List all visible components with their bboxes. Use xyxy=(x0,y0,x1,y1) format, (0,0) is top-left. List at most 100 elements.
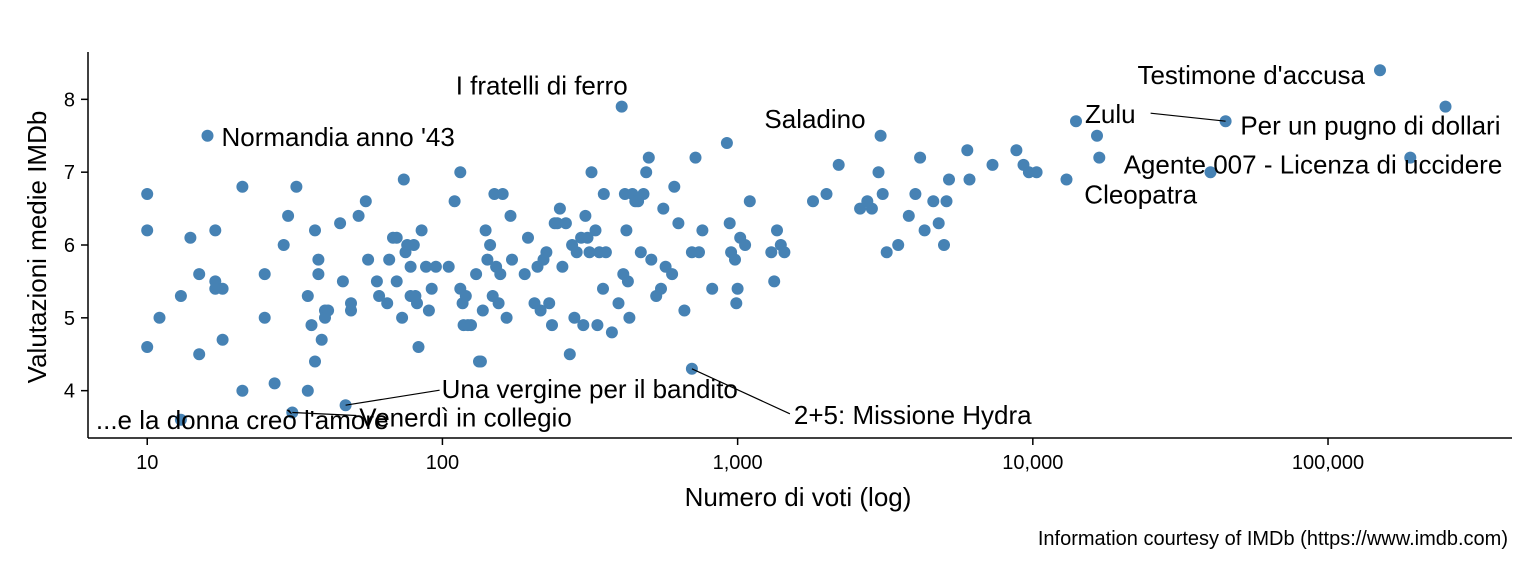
data-point xyxy=(583,246,596,259)
data-point xyxy=(407,239,420,251)
data-point xyxy=(768,275,781,288)
data-point xyxy=(422,304,435,317)
data-point xyxy=(277,239,290,251)
data-point xyxy=(927,195,940,208)
data-point xyxy=(301,384,314,397)
labels-layer: Testimone d'accusa Per un pugno di dollar… xyxy=(96,60,1502,435)
data-point xyxy=(696,224,709,237)
data-point xyxy=(597,282,609,295)
label-leader-line xyxy=(292,411,357,417)
data-point xyxy=(854,202,867,215)
data-point xyxy=(963,173,976,186)
data-point xyxy=(739,239,752,251)
data-point xyxy=(672,217,685,230)
data-point xyxy=(693,246,705,259)
data-point xyxy=(577,319,590,332)
data-point xyxy=(876,188,889,200)
data-point xyxy=(390,275,403,288)
data-point xyxy=(534,304,547,317)
data-point xyxy=(585,166,598,179)
data-point xyxy=(470,268,483,281)
data-point xyxy=(874,129,887,142)
point-label: Agente 007 - Licenza di uccidere xyxy=(1124,150,1503,180)
data-point xyxy=(666,268,679,281)
y-axis-title: Valutazioni medie IMDb xyxy=(22,111,52,384)
data-point xyxy=(193,348,206,361)
point-label: 2+5: Missione Hydra xyxy=(794,400,1032,430)
data-point xyxy=(496,188,509,200)
data-point xyxy=(322,304,335,317)
caption: Information courtesy of IMDb (https://ww… xyxy=(1038,528,1508,550)
data-point xyxy=(880,246,893,259)
data-point xyxy=(872,166,885,179)
data-point xyxy=(268,377,281,390)
data-point xyxy=(932,217,945,230)
data-point xyxy=(743,195,756,208)
data-point xyxy=(832,158,845,171)
data-point xyxy=(723,217,736,230)
data-point xyxy=(258,311,271,324)
data-point xyxy=(902,209,915,222)
point-label: Zulu xyxy=(1085,99,1136,129)
y-tick-label: 8 xyxy=(64,89,75,111)
data-point xyxy=(605,326,618,339)
x-ticks: 10 100 1,000 10,000 100,000 xyxy=(136,438,1364,474)
data-point xyxy=(216,333,229,346)
data-point xyxy=(488,188,501,200)
data-point xyxy=(309,355,321,368)
data-point xyxy=(494,268,507,281)
data-point xyxy=(556,260,569,273)
point-label: Per un pugno di dollari xyxy=(1240,111,1500,141)
point-label: I fratelli di ferro xyxy=(456,71,628,101)
data-point xyxy=(301,290,314,302)
y-tick-label: 6 xyxy=(64,235,75,257)
data-point xyxy=(141,341,154,353)
data-point xyxy=(309,224,321,237)
data-point xyxy=(479,224,492,237)
data-point xyxy=(459,290,472,302)
data-point xyxy=(765,246,778,259)
data-point xyxy=(258,268,271,281)
data-point xyxy=(642,151,655,164)
data-point xyxy=(312,253,325,266)
data-point xyxy=(383,253,396,266)
data-point xyxy=(568,311,581,324)
data-point xyxy=(476,304,489,317)
data-point xyxy=(731,282,744,295)
data-point xyxy=(559,217,572,230)
data-point xyxy=(892,239,905,251)
data-point xyxy=(411,297,423,310)
data-point xyxy=(1439,100,1452,113)
data-point xyxy=(216,282,229,295)
data-point xyxy=(396,311,409,324)
data-point xyxy=(153,311,166,324)
data-point xyxy=(397,173,410,186)
data-point xyxy=(1091,129,1103,142)
data-point xyxy=(1070,115,1082,128)
point-label: Testimone d'accusa xyxy=(1137,60,1365,90)
data-point xyxy=(412,341,425,353)
data-point xyxy=(706,282,719,295)
data-point xyxy=(597,188,610,200)
data-point xyxy=(612,297,625,310)
data-point xyxy=(599,246,612,259)
data-point xyxy=(986,158,999,171)
data-point xyxy=(481,253,494,266)
data-point xyxy=(334,217,347,230)
data-point xyxy=(865,202,878,215)
data-point xyxy=(543,297,556,310)
data-point xyxy=(1204,166,1217,179)
data-point xyxy=(184,231,197,244)
point-label: Normandia anno '43 xyxy=(222,122,455,152)
data-point xyxy=(370,275,383,288)
x-tick-label: 10 xyxy=(136,452,158,474)
data-point xyxy=(1030,166,1043,179)
y-tick-label: 5 xyxy=(64,308,75,330)
data-point xyxy=(914,151,927,164)
data-point xyxy=(645,253,658,266)
data-point xyxy=(362,253,375,266)
data-point xyxy=(820,188,833,200)
data-point xyxy=(442,260,455,273)
data-point xyxy=(678,304,691,317)
data-point xyxy=(1374,64,1386,77)
